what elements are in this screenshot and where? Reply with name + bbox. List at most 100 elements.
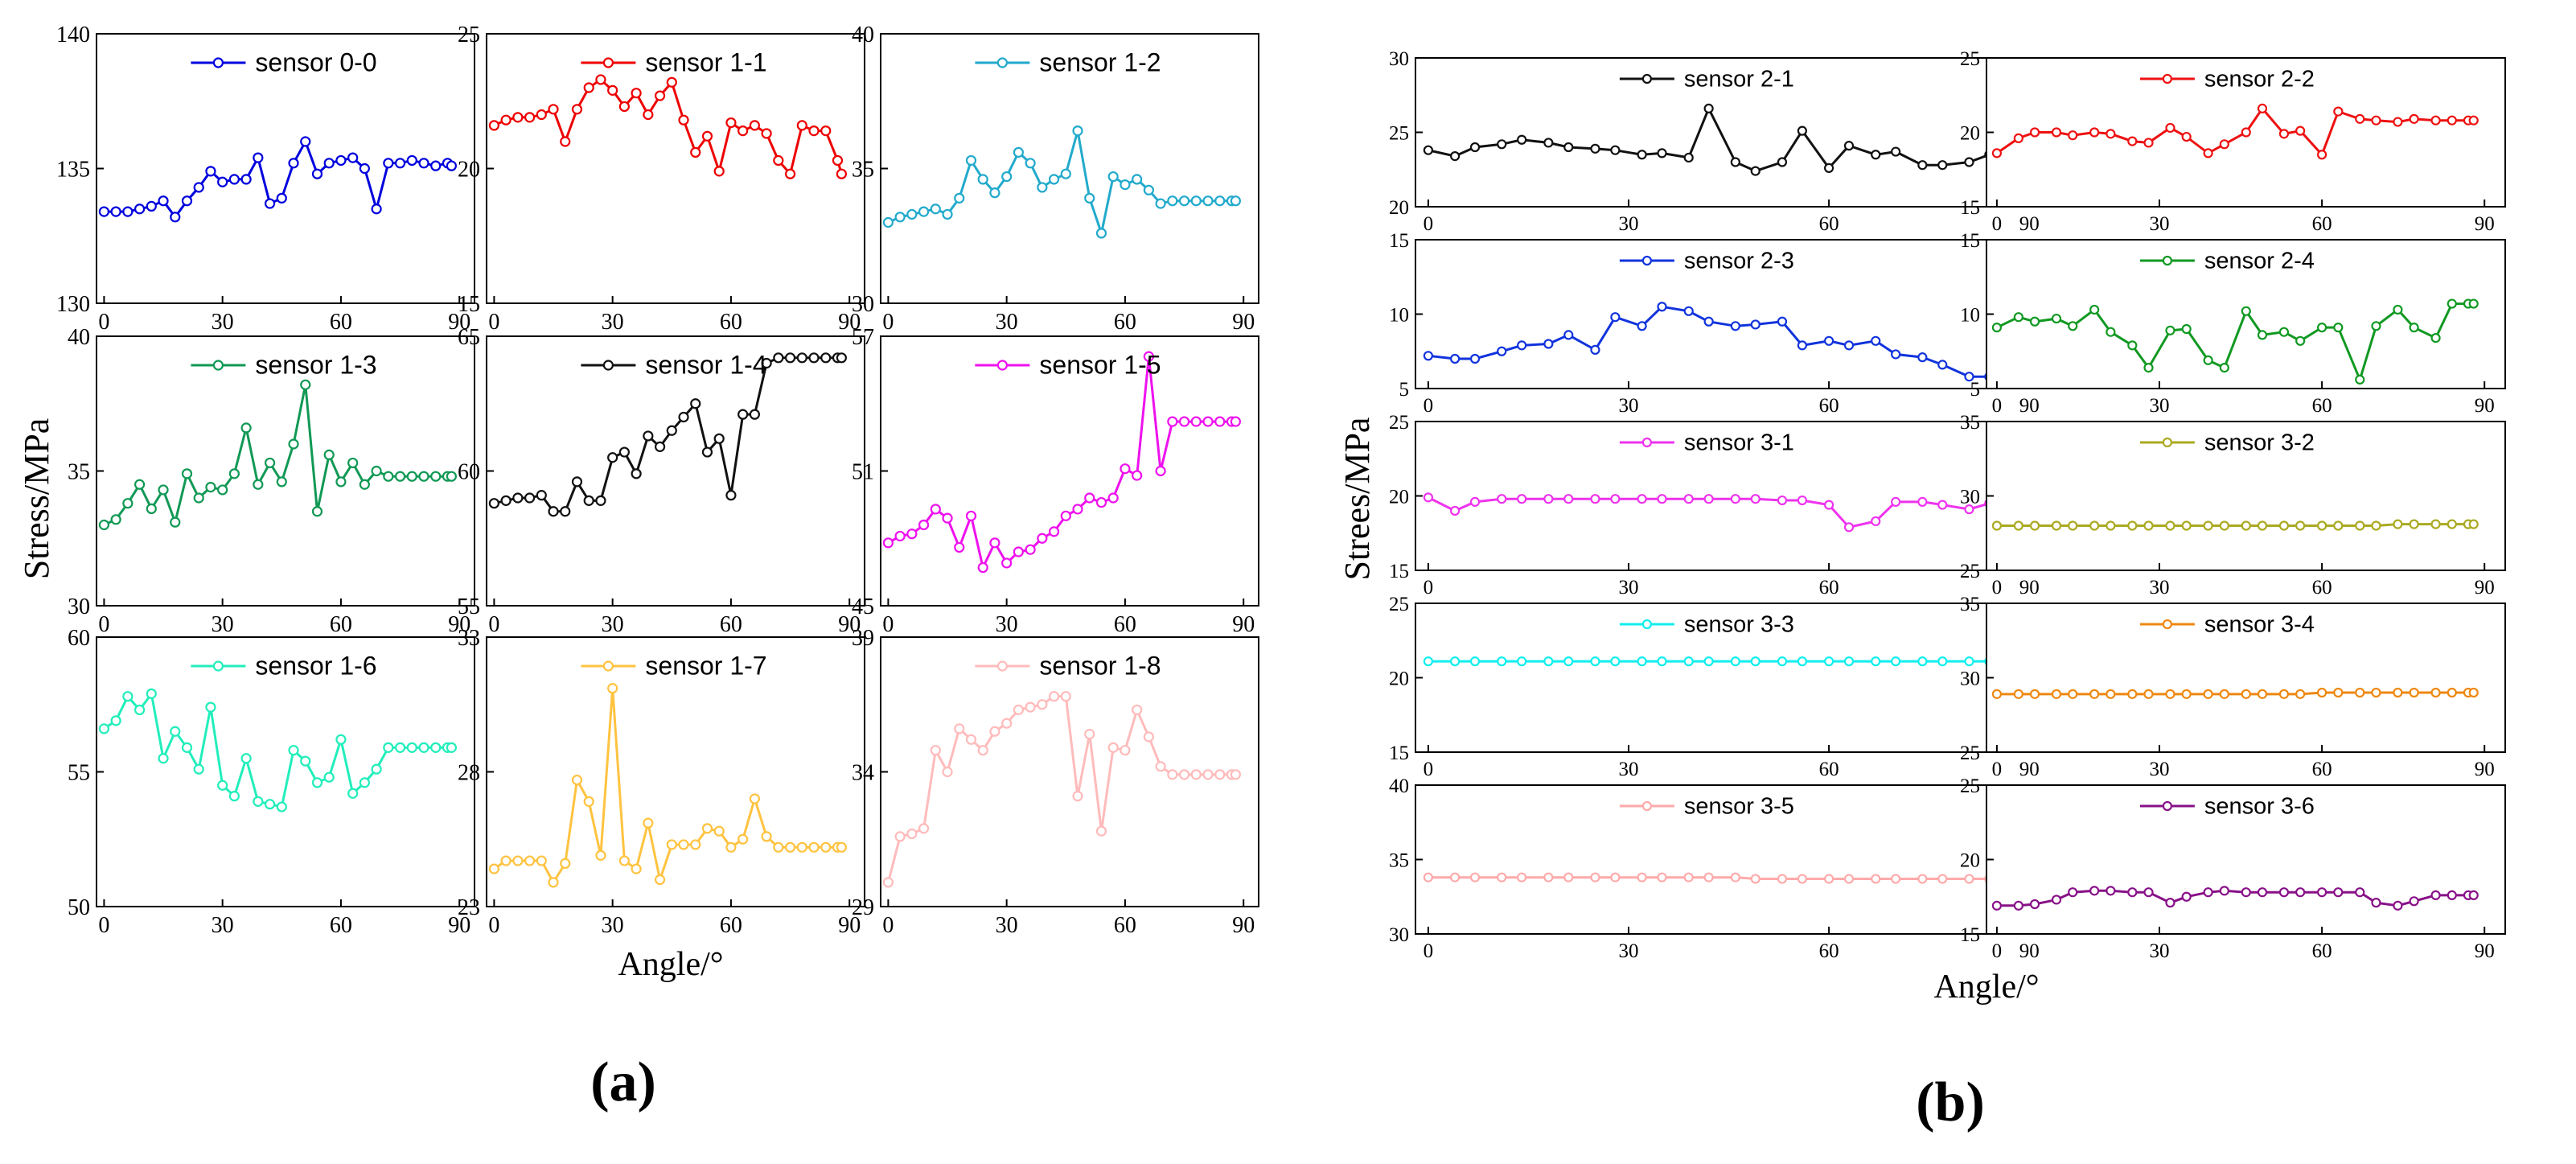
data-point: [276, 192, 287, 204]
legend-label: sensor 1-2: [1039, 48, 1161, 77]
data-point: [1497, 139, 1507, 150]
y-tick-label: 30: [852, 292, 874, 317]
x-tick-label: 30: [996, 913, 1018, 938]
x-tick-label: 60: [1114, 310, 1136, 335]
y-tick-label: 15: [458, 292, 480, 317]
data-point: [193, 492, 204, 504]
x-tick-label: 90: [2475, 395, 2495, 417]
data-point: [1178, 195, 1190, 207]
data-point: [930, 745, 941, 756]
data-point: [98, 723, 109, 734]
data-point: [536, 109, 547, 121]
data-point: [749, 409, 760, 420]
subplot-sensor-1-3: 30 35 40 0 30 60 90 sensor 1-3: [68, 325, 475, 637]
y-tick-label: 20: [1960, 123, 1980, 145]
panel-a-ylabel: Stress/MPa: [17, 418, 56, 579]
data-point: [1843, 141, 1855, 151]
data-point: [146, 688, 157, 699]
data-point: [942, 208, 953, 220]
x-tick-label: 90: [2475, 577, 2495, 598]
data-point: [2355, 113, 2365, 124]
data-point: [2241, 887, 2251, 898]
y-tick-label: 35: [1389, 850, 1409, 872]
data-point: [2241, 689, 2251, 699]
data-point: [217, 176, 228, 187]
data-point: [1891, 656, 1901, 667]
y-tick-label: 34: [852, 761, 874, 786]
legend-label: sensor 1-4: [645, 351, 766, 380]
data-point: [2241, 520, 2251, 531]
data-point: [1777, 495, 1788, 506]
y-tick-label: 15: [1389, 230, 1409, 252]
data-point: [1964, 372, 1974, 382]
data-point: [193, 763, 204, 775]
data-point: [820, 125, 832, 137]
data-point: [2295, 520, 2306, 531]
subplot-sensor-2-1: 20 25 30 0 30 60 90 sensor 2-1: [1389, 48, 2056, 235]
data-point: [323, 158, 335, 169]
data-point: [906, 828, 918, 840]
data-point: [1871, 874, 1881, 884]
data-point: [1964, 656, 1974, 667]
data-point: [666, 76, 677, 88]
data-point: [989, 187, 1000, 199]
y-tick-label: 35: [68, 460, 90, 485]
y-tick-label: 25: [1389, 123, 1409, 145]
data-point: [228, 468, 240, 479]
x-tick-label: 0: [882, 612, 894, 637]
data-point: [1657, 656, 1667, 667]
data-point: [1060, 510, 1071, 521]
legend-marker: [602, 57, 614, 68]
data-point: [1048, 691, 1060, 702]
data-point: [1517, 872, 1527, 882]
data-point: [394, 471, 406, 482]
data-point: [110, 206, 121, 217]
data-point: [1190, 769, 1202, 780]
data-point: [524, 492, 536, 504]
data-point: [1563, 656, 1574, 667]
data-point: [1777, 874, 1788, 884]
legend-label: sensor 1-8: [1039, 652, 1161, 681]
data-point: [2181, 689, 2192, 699]
data-point: [335, 476, 347, 487]
data-point: [773, 352, 784, 364]
data-point: [2430, 115, 2441, 125]
data-point: [383, 471, 394, 482]
data-point: [2295, 125, 2306, 136]
data-point: [1590, 143, 1600, 154]
x-tick-label: 0: [98, 310, 109, 335]
data-point: [1824, 335, 1834, 346]
x-tick-label: 60: [330, 913, 352, 938]
data-point: [1610, 494, 1621, 504]
data-point: [882, 877, 894, 888]
data-point: [1610, 145, 1621, 155]
data-point: [713, 825, 725, 837]
data-point: [1543, 138, 1554, 148]
data-point: [134, 704, 146, 716]
legend-label: sensor 1-3: [255, 351, 376, 380]
data-point: [264, 198, 276, 209]
x-tick-label: 30: [1619, 940, 1639, 962]
legend-marker: [212, 57, 224, 68]
data-point: [2409, 896, 2419, 907]
x-tick-label: 0: [1992, 395, 2003, 417]
data-point: [1120, 745, 1131, 756]
data-point: [1703, 103, 1714, 113]
y-tick-label: 40: [1389, 775, 1409, 797]
x-tick-label: 30: [1619, 577, 1639, 598]
data-point: [181, 195, 193, 207]
data-point: [1871, 656, 1881, 667]
data-point: [977, 745, 988, 756]
data-point: [2165, 898, 2175, 908]
data-point: [2219, 886, 2229, 896]
data-point: [524, 855, 536, 866]
plot-frame: [1415, 603, 2056, 753]
data-point: [607, 452, 618, 463]
data-point: [2317, 323, 2327, 333]
data-point: [2068, 689, 2078, 699]
data-point: [954, 541, 965, 553]
legend-marker: [602, 360, 614, 371]
data-point: [1202, 416, 1214, 427]
data-point: [2371, 520, 2381, 531]
data-point: [240, 422, 252, 434]
